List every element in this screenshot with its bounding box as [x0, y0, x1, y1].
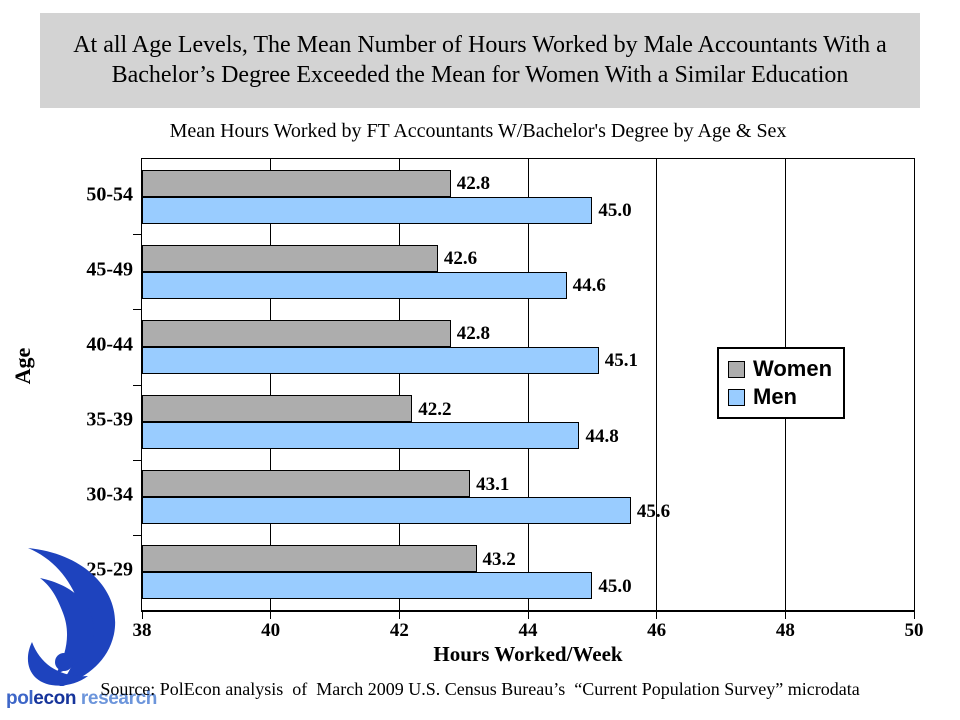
- category-label-50-54: 50-54: [86, 183, 133, 206]
- source-note: Source: PolEcon analysis of March 2009 U…: [100, 679, 860, 699]
- logo-text-pol: pol: [6, 688, 34, 709]
- bar-value-men-30-34: 45.6: [636, 500, 671, 522]
- bar-women-45-49: [142, 244, 438, 272]
- bar-value-women-25-29: 43.2: [482, 548, 516, 570]
- y-axis-tick: [133, 459, 141, 461]
- bar-value-women-40-44: 42.8: [456, 323, 491, 345]
- bar-women-50-54: [142, 169, 451, 197]
- bar-value-men-50-54: 45.0: [598, 200, 632, 222]
- bar-value-women-35-39: 42.2: [418, 398, 452, 420]
- bar-women-35-39: [142, 395, 413, 423]
- x-axis-tick-38: [141, 612, 143, 619]
- category-label-45-49: 45-49: [86, 258, 133, 281]
- y-axis-title: Age: [10, 347, 35, 385]
- x-axis-title: Hours Worked/Week: [433, 642, 623, 666]
- x-tick-label-46: 46: [647, 620, 667, 641]
- category-label-30-34: 30-34: [86, 483, 133, 506]
- swirl-logo-icon: [27, 548, 116, 688]
- y-axis-tick: [133, 534, 141, 536]
- gridline-46: [656, 159, 658, 610]
- legend-swatch-men: [728, 388, 745, 406]
- x-axis-tick-48: [784, 612, 786, 619]
- x-tick-label-44: 44: [518, 620, 538, 641]
- bar-value-men-40-44: 45.1: [604, 350, 639, 372]
- legend-swatch-women: [728, 360, 745, 378]
- slide-title: At all Age Levels, The Mean Number of Ho…: [73, 32, 887, 88]
- bar-men-40-44: [142, 346, 599, 374]
- bar-value-men-25-29: 45.0: [598, 575, 632, 597]
- bar-value-women-30-34: 43.1: [476, 473, 510, 495]
- chart-title: Mean Hours Worked by FT Accountants W/Ba…: [169, 120, 787, 142]
- bar-women-25-29: [142, 545, 477, 573]
- y-axis-tick: [133, 234, 141, 236]
- logo-wordmark: polecon research: [6, 688, 157, 710]
- bar-men-30-34: [142, 497, 631, 525]
- legend-label-men: Men: [753, 384, 797, 409]
- gridline-42: [398, 159, 400, 610]
- legend-item-women: Women: [728, 358, 843, 380]
- bar-men-45-49: [142, 271, 567, 299]
- bar-men-25-29: [142, 572, 593, 600]
- plot-area: 42.8 45.0 42.6 44.6 42.8 45.1 42.2 44.8 43.1 45.6…: [141, 158, 915, 612]
- bar-men-50-54: [142, 196, 593, 224]
- y-axis-tick: [133, 384, 141, 386]
- bar-women-30-34: [142, 470, 471, 498]
- gridline-40: [270, 159, 272, 610]
- x-axis-tick-40: [270, 612, 272, 619]
- x-axis-tick-50: [913, 612, 915, 619]
- x-tick-label-50: 50: [904, 620, 924, 641]
- x-axis-tick-46: [656, 612, 658, 619]
- x-axis-tick-44: [527, 612, 529, 619]
- category-label-35-39: 35-39: [86, 408, 133, 431]
- logo-text-econ: econ: [33, 688, 77, 709]
- category-label-25-29: 25-29: [86, 558, 133, 581]
- x-tick-label-38: 38: [132, 620, 152, 641]
- legend-label-women: Women: [753, 356, 833, 381]
- x-axis-tick-42: [398, 612, 400, 619]
- legend: Women Men: [717, 347, 845, 419]
- legend-item-men: Men: [728, 386, 843, 408]
- y-axis-tick: [133, 309, 141, 311]
- polecon-logo: polecon research: [0, 548, 157, 720]
- bar-value-women-45-49: 42.6: [443, 248, 478, 270]
- x-tick-label-40: 40: [261, 620, 281, 641]
- slide-title-box: At all Age Levels, The Mean Number of Ho…: [40, 13, 920, 108]
- bar-value-men-35-39: 44.8: [585, 425, 619, 447]
- logo-text-research: research: [76, 688, 157, 709]
- x-tick-label-42: 42: [389, 620, 409, 641]
- x-tick-label-48: 48: [775, 620, 795, 641]
- bar-women-40-44: [142, 319, 451, 347]
- category-label-40-44: 40-44: [86, 333, 133, 356]
- bar-men-35-39: [142, 422, 580, 450]
- bar-value-men-45-49: 44.6: [572, 275, 606, 297]
- gridline-44: [527, 159, 529, 610]
- bar-value-women-50-54: 42.8: [456, 173, 491, 195]
